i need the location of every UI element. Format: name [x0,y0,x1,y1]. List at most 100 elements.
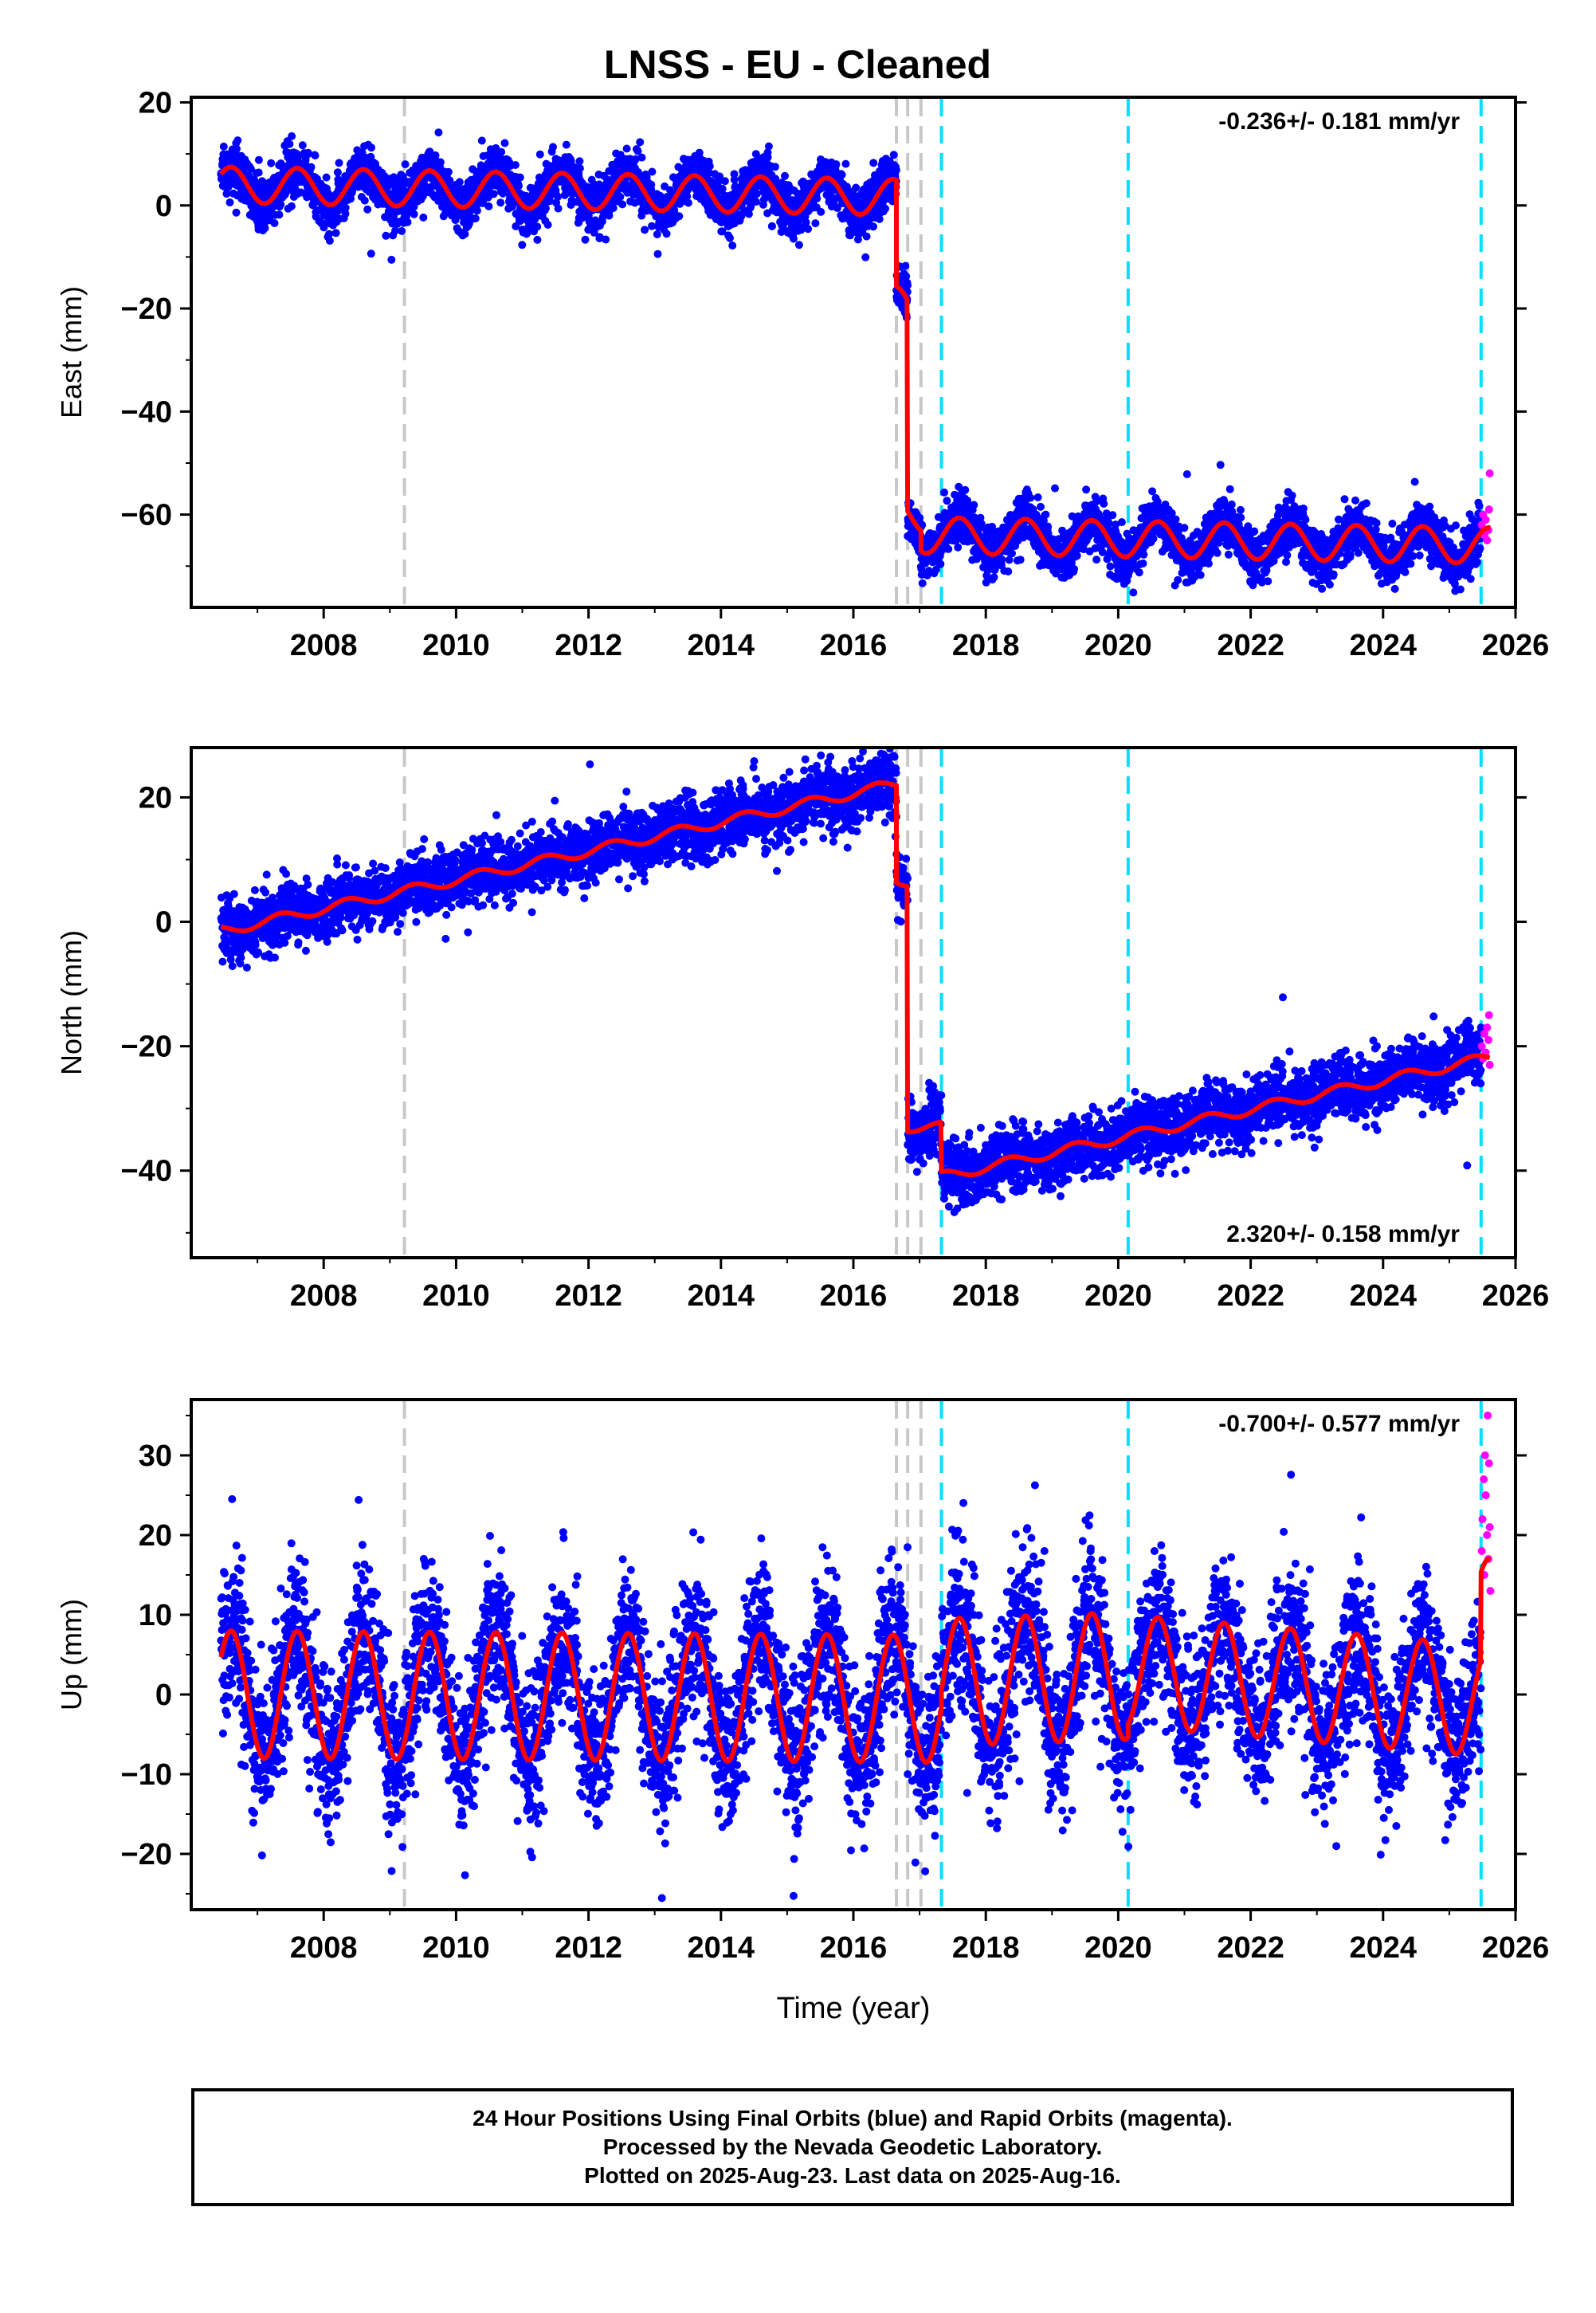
data-point [515,182,523,190]
data-point [1301,516,1310,524]
data-point [1250,527,1259,536]
data-point [1148,487,1157,496]
data-point [804,225,813,234]
data-point [1180,524,1189,532]
data-point [940,488,948,497]
data-point [1139,550,1148,559]
data-point [445,176,454,185]
data-point [331,229,340,238]
data-point [567,157,575,166]
data-point [683,192,692,201]
data-point [1082,485,1091,494]
data-point [511,161,520,169]
chart-title: LNSS - EU - Cleaned [604,42,991,87]
data-point [254,155,263,164]
data-point [705,162,714,171]
data-point [363,205,372,214]
data-point [616,193,625,201]
data-point [618,200,627,209]
data-point [1149,534,1158,543]
data-point [1033,493,1042,501]
data-point [246,164,255,173]
data-point [1236,505,1245,514]
data-point [1129,588,1138,597]
data-point [662,230,671,238]
data-point [998,555,1006,564]
data-point [768,222,776,230]
data-point [549,143,557,151]
data-point [233,144,241,153]
data-point [533,235,542,244]
data-point [637,153,646,162]
data-point [431,151,440,159]
data-point [325,230,333,238]
data-point [718,184,727,193]
data-point [954,543,963,552]
data-point [270,219,279,227]
data-point [961,485,970,494]
data-point [720,177,729,186]
data-point [562,140,571,149]
data-point [533,222,542,231]
data-point [347,194,355,203]
data-point [764,142,773,151]
data-point [636,138,645,147]
data-point [862,232,871,241]
data-point [367,143,375,152]
data-point [307,163,316,171]
data-point [794,241,803,249]
data-point [595,233,604,242]
data-point [813,194,822,203]
data-point [360,196,369,205]
data-point [861,253,870,261]
data-point [789,234,798,243]
data-point [781,171,789,180]
data-point [647,180,656,189]
data-point [1092,556,1101,564]
data-point [602,235,610,244]
data-point [325,237,334,245]
data-point [653,249,662,258]
data-point [648,222,656,230]
data-point [419,213,428,222]
data-point [1108,511,1117,520]
data-point [219,142,228,151]
data-point [1227,500,1236,509]
data-point [1288,491,1296,500]
data-point [288,132,296,140]
data-point [575,157,584,166]
data-point [554,193,563,201]
data-point [1204,560,1213,568]
data-point [970,501,978,509]
data-point [622,144,631,153]
data-point [1004,567,1013,575]
data-point [990,573,998,582]
data-point [837,171,846,179]
data-point [1070,565,1079,573]
data-point [222,190,231,198]
data-point [333,168,342,177]
data-point [1041,510,1050,519]
data-point [320,223,328,232]
data-point [1283,551,1292,560]
data-point [881,204,889,213]
data-point [1117,518,1126,527]
data-point [1182,470,1191,478]
data-point [471,214,480,222]
data-point [516,173,524,182]
data-point [341,203,350,212]
data-point [1135,568,1143,577]
data-point [1299,505,1308,512]
data-point [728,242,737,250]
data-point [225,198,234,206]
data-point [875,214,884,223]
data-point [535,150,544,159]
data-point [410,210,418,218]
data-point [811,219,820,228]
data-point [367,249,375,258]
data-point [358,148,367,157]
data-point [455,178,464,187]
data-point [267,159,276,167]
data-point [434,128,443,137]
